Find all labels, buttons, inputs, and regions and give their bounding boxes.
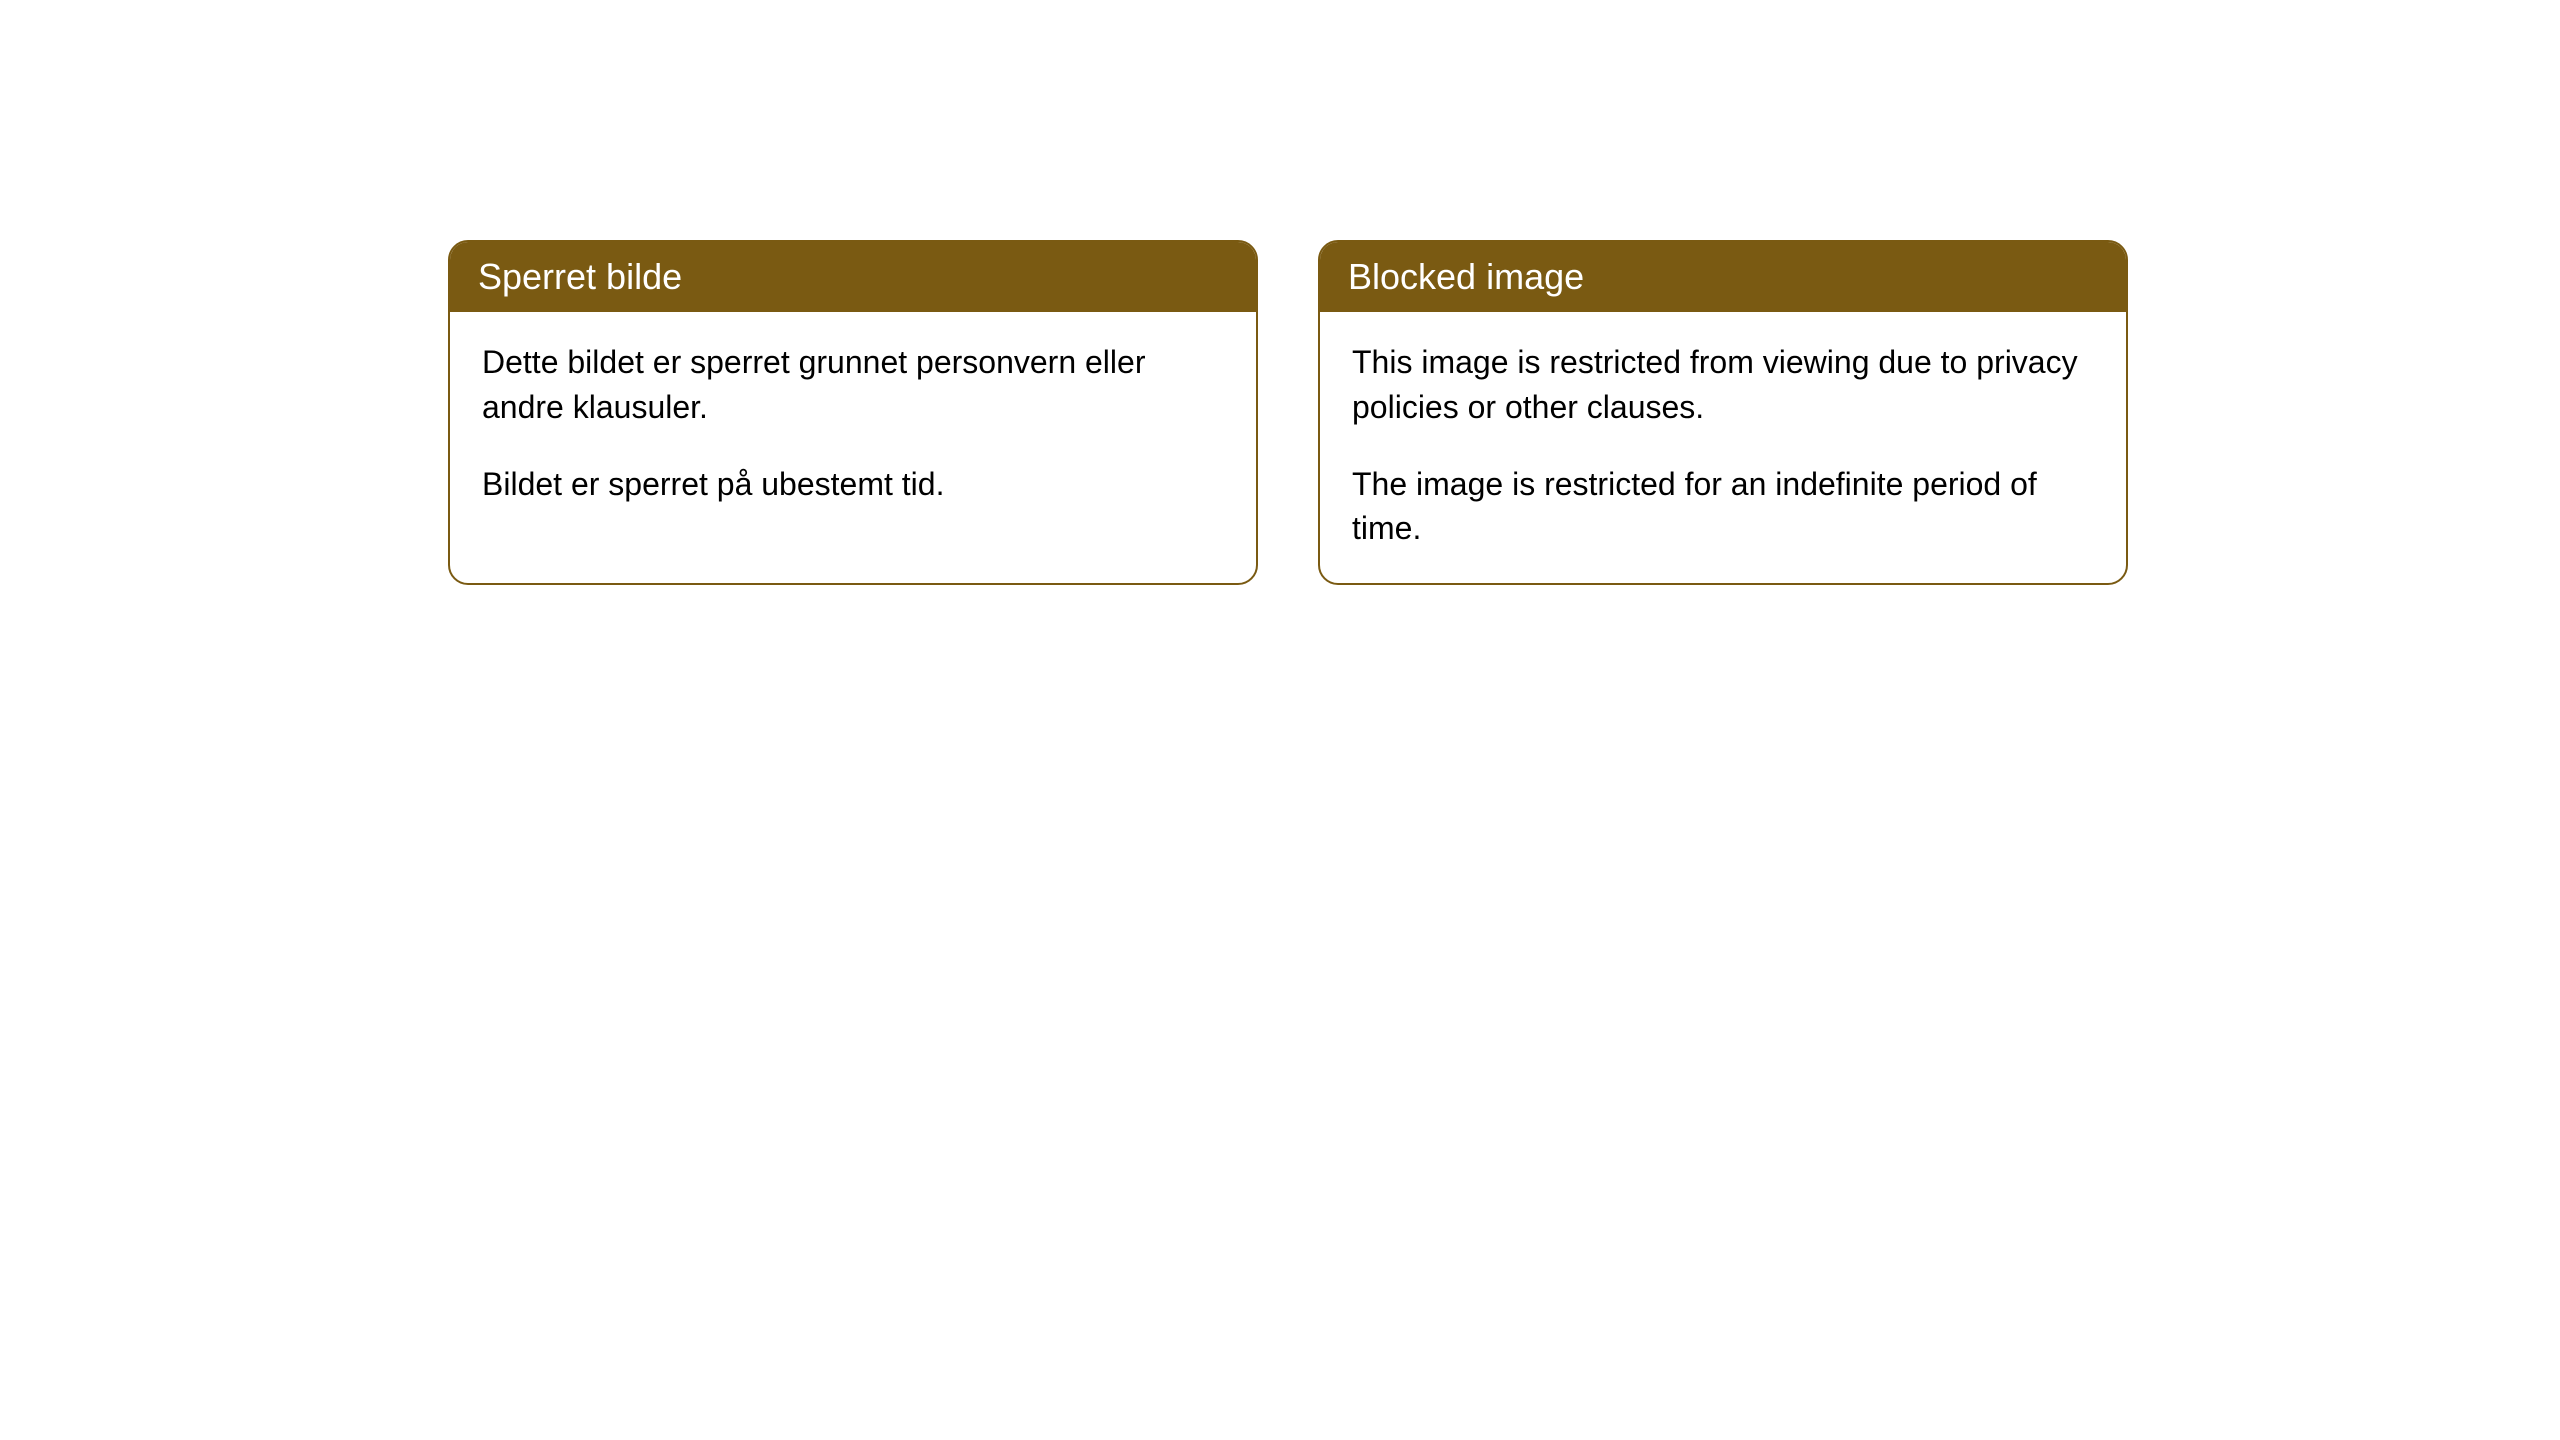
card-body-norwegian: Dette bildet er sperret grunnet personve… [450,312,1256,538]
card-paragraph: Bildet er sperret på ubestemt tid. [482,462,1224,507]
card-norwegian: Sperret bilde Dette bildet er sperret gr… [448,240,1258,585]
card-body-english: This image is restricted from viewing du… [1320,312,2126,583]
card-english: Blocked image This image is restricted f… [1318,240,2128,585]
cards-container: Sperret bilde Dette bildet er sperret gr… [448,240,2128,585]
card-header-english: Blocked image [1320,242,2126,312]
card-header-norwegian: Sperret bilde [450,242,1256,312]
card-paragraph: This image is restricted from viewing du… [1352,340,2094,430]
card-paragraph: The image is restricted for an indefinit… [1352,462,2094,552]
card-paragraph: Dette bildet er sperret grunnet personve… [482,340,1224,430]
card-title: Sperret bilde [478,256,682,297]
card-title: Blocked image [1348,256,1584,297]
